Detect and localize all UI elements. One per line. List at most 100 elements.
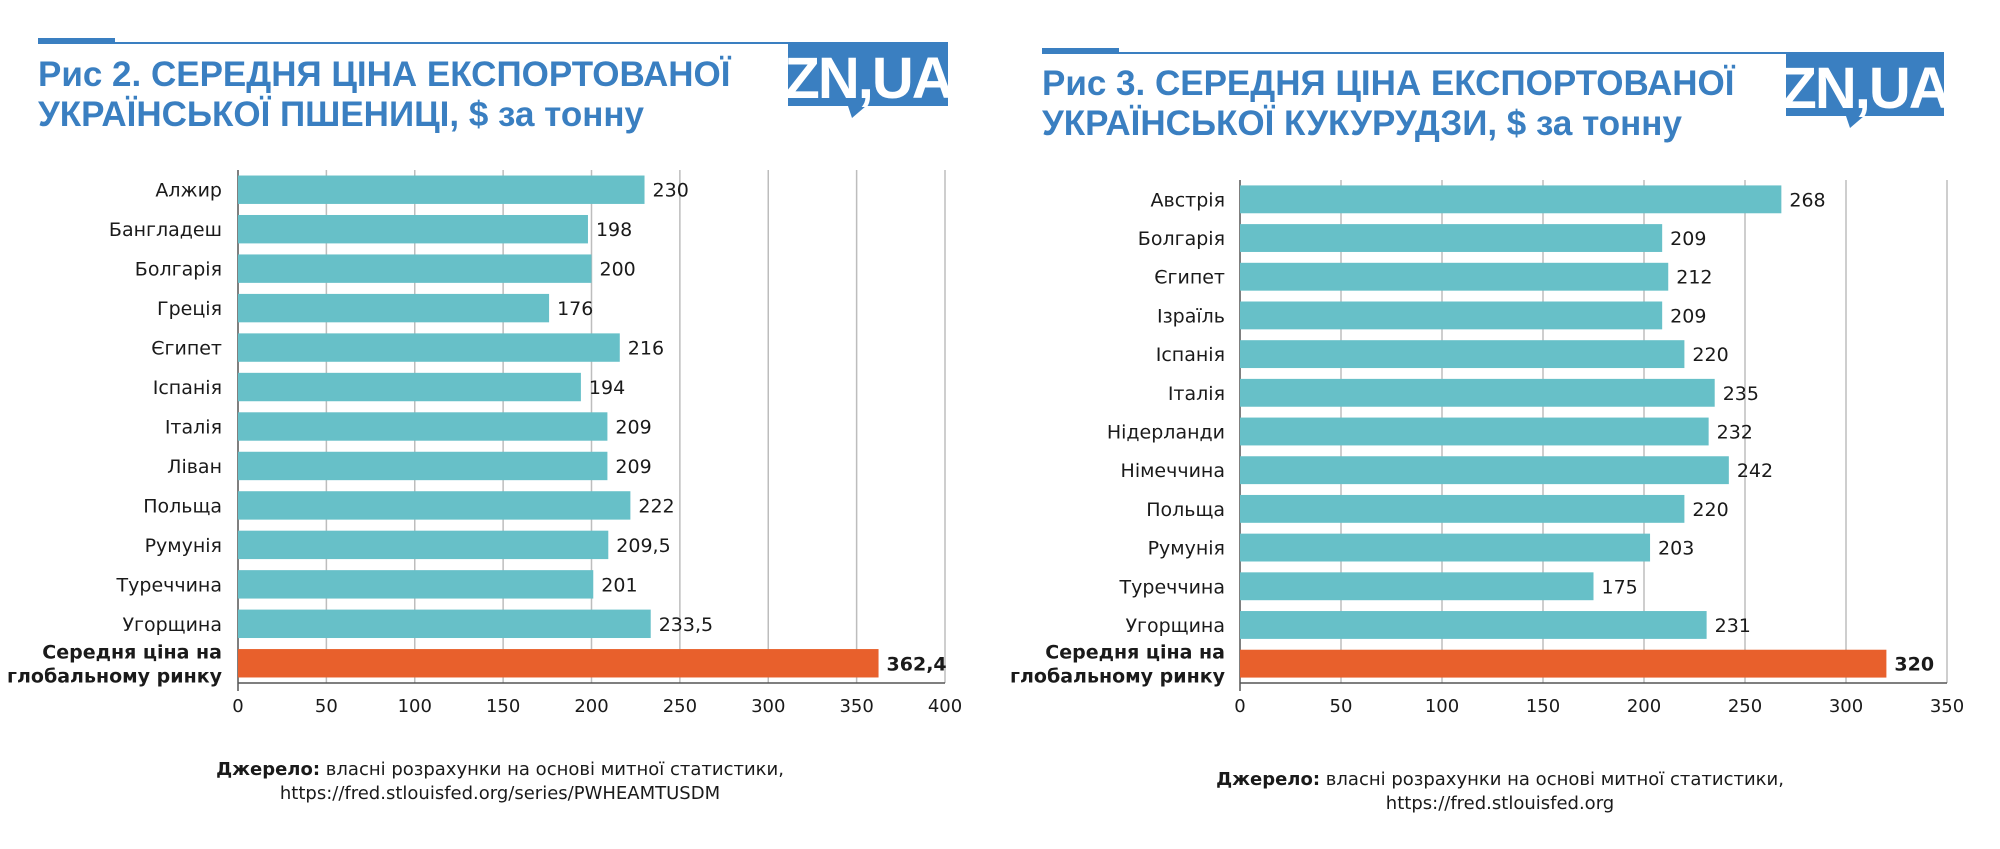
svg-text:ZN,UA: ZN,UA <box>784 46 952 111</box>
zn-ua-logo: ZN,UA <box>1781 54 1952 128</box>
category-label: Болгарія <box>1138 228 1225 250</box>
data-label: 216 <box>628 338 664 360</box>
category-label: Румунія <box>1148 538 1225 560</box>
data-label: 362,4 <box>887 653 947 675</box>
data-label: 320 <box>1894 654 1934 676</box>
source-label: Джерело: <box>1216 769 1321 790</box>
data-label: 201 <box>601 574 637 596</box>
x-tick-label: 0 <box>232 696 243 717</box>
source-note: Джерело: власні розрахунки на основі мит… <box>0 758 1000 806</box>
x-tick-label: 250 <box>663 696 697 717</box>
bar <box>1240 611 1707 639</box>
bar <box>1240 262 1669 291</box>
data-label: 235 <box>1723 383 1759 405</box>
source-label: Джерело: <box>216 759 321 780</box>
source-note: Джерело: власні розрахунки на основі мит… <box>1000 768 2000 816</box>
bar <box>238 491 631 520</box>
data-label: 194 <box>589 377 625 399</box>
header-accent-bar <box>1042 48 1119 54</box>
header-accent-bar <box>38 38 115 44</box>
svg-text:ZN,UA: ZN,UA <box>1781 56 1949 121</box>
category-label: Болгарія <box>135 259 222 281</box>
bar <box>1240 340 1685 369</box>
category-label: Іспанія <box>1156 344 1225 366</box>
category-label: Алжир <box>155 180 222 202</box>
corn-chart-svg: ZN,UA Рис 3. СЕРЕДНЯ ЦІНА ЕКСПОРТОВАНОЇ … <box>1010 48 1964 717</box>
bar <box>238 293 550 323</box>
data-label: 268 <box>1789 189 1825 211</box>
bar <box>238 333 620 362</box>
bar <box>1240 224 1663 252</box>
x-tick-label: 350 <box>1930 696 1964 717</box>
x-tick-label: 250 <box>1728 696 1762 717</box>
wheat-chart-svg: ZN,UA Рис 2. СЕРЕДНЯ ЦІНА ЕКСПОРТОВАНОЇ … <box>7 38 962 717</box>
plot-area: 268 Австрія 209 Болгарія 212 Єгипет 209 Ізраїль… <box>1010 180 1964 717</box>
bar-highlight <box>1240 649 1887 678</box>
plot-area: 230 Алжир 198 Бангладеш 200 Болгарія 176 Греція… <box>7 170 962 717</box>
data-label: 209 <box>615 417 651 439</box>
data-label: 200 <box>600 259 636 281</box>
category-label: Польща <box>1146 499 1225 521</box>
x-tick-label: 150 <box>486 696 520 717</box>
category-label: Ліван <box>167 456 222 478</box>
chart-panel-wheat: ZN,UA Рис 2. СЕРЕДНЯ ЦІНА ЕКСПОРТОВАНОЇ … <box>0 38 1000 806</box>
data-label: 242 <box>1737 460 1773 482</box>
category-label: Нідерланди <box>1107 422 1225 444</box>
bar <box>238 451 608 481</box>
bar <box>1240 301 1663 330</box>
category-label: Румунія <box>145 535 222 557</box>
bar <box>1240 572 1594 601</box>
x-tick-label: 300 <box>751 696 785 717</box>
x-tick-label: 400 <box>928 696 962 717</box>
data-label: 198 <box>596 219 632 241</box>
data-label: 220 <box>1692 499 1728 521</box>
category-label: Польща <box>143 495 222 517</box>
data-label: 209 <box>615 456 651 478</box>
category-label: Італія <box>1168 383 1225 405</box>
category-label: Німеччина <box>1121 460 1225 482</box>
source-text: власні розрахунки на основі митної стати… <box>325 759 784 780</box>
bar <box>238 412 608 441</box>
bar <box>1240 456 1729 485</box>
x-tick-label: 50 <box>1330 696 1353 717</box>
x-tick-label: 350 <box>839 696 873 717</box>
chart-title-line2: УКРАЇНСЬКОЇ КУКУРУДЗИ, $ за тонну <box>1042 104 1682 143</box>
category-label: Італія <box>165 417 222 439</box>
x-tick-label: 200 <box>574 696 608 717</box>
category-label: Греція <box>157 298 222 320</box>
bar-highlight <box>238 649 879 678</box>
bar <box>238 254 592 283</box>
data-label: 209 <box>1670 305 1706 327</box>
data-label: 209,5 <box>616 535 670 557</box>
zn-ua-logo: ZN,UA <box>784 44 955 118</box>
data-label: 232 <box>1717 422 1753 444</box>
category-label: Туреччина <box>116 574 222 596</box>
bar <box>1240 417 1709 446</box>
bar <box>238 530 609 560</box>
category-label: Єгипет <box>151 338 222 360</box>
bar <box>238 175 645 204</box>
category-label: Бангладеш <box>109 219 222 241</box>
data-label: 203 <box>1658 538 1694 560</box>
x-tick-label: 100 <box>1425 696 1459 717</box>
category-label: Угорщина <box>122 614 222 636</box>
chart-title-line1: Рис 2. СЕРЕДНЯ ЦІНА ЕКСПОРТОВАНОЇ <box>38 55 732 94</box>
bar <box>1240 378 1715 407</box>
data-label: 212 <box>1676 267 1712 289</box>
bar <box>238 570 594 599</box>
chart-title-line2: УКРАЇНСЬКОЇ ПШЕНИЦІ, $ за тонну <box>38 95 645 134</box>
source-url: https://fred.stlouisfed.org/series/PWHEA… <box>279 783 721 804</box>
category-label: Іспанія <box>153 377 222 399</box>
bar <box>238 214 588 244</box>
category-label: Ізраїль <box>1157 305 1225 327</box>
x-tick-label: 150 <box>1526 696 1560 717</box>
data-label: 233,5 <box>659 614 713 636</box>
x-tick-label: 50 <box>315 696 338 717</box>
data-label: 175 <box>1602 576 1638 598</box>
data-label: 209 <box>1670 228 1706 250</box>
bar <box>238 372 581 402</box>
data-label: 220 <box>1692 344 1728 366</box>
category-label: Середня ціна на глобальному ринку <box>7 641 223 687</box>
data-label: 222 <box>638 495 674 517</box>
category-label: Туреччина <box>1119 576 1225 598</box>
